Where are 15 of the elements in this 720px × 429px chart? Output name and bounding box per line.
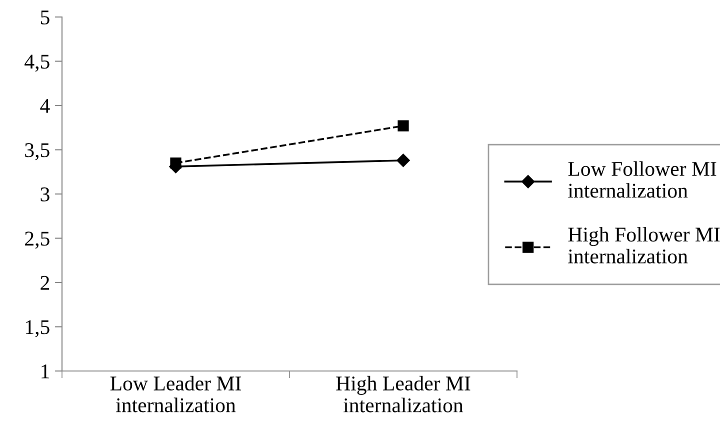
y-tick-label: 1,5: [26, 320, 50, 338]
y-tick-label: 5: [40, 10, 50, 24]
x-tick-label: High Leader MI internalization: [336, 376, 470, 412]
y-tick-label: 2,5: [25, 232, 50, 249]
point: [398, 120, 409, 132]
legend-label: High Follower MI internalization: [568, 226, 720, 264]
legend-label: Low Follower MI internalization: [568, 161, 716, 198]
y-tick-label: 3: [40, 187, 50, 202]
y-tick-label: 4,5: [24, 54, 50, 72]
y-tick-label: 4: [40, 99, 50, 113]
y-tick-label: 3,5: [25, 143, 50, 160]
x-tick-label: Low Leader MI internalization: [110, 376, 241, 412]
point: [396, 154, 410, 167]
y-tick-label: 2: [40, 276, 50, 290]
y-tick-label: 1: [42, 364, 49, 378]
